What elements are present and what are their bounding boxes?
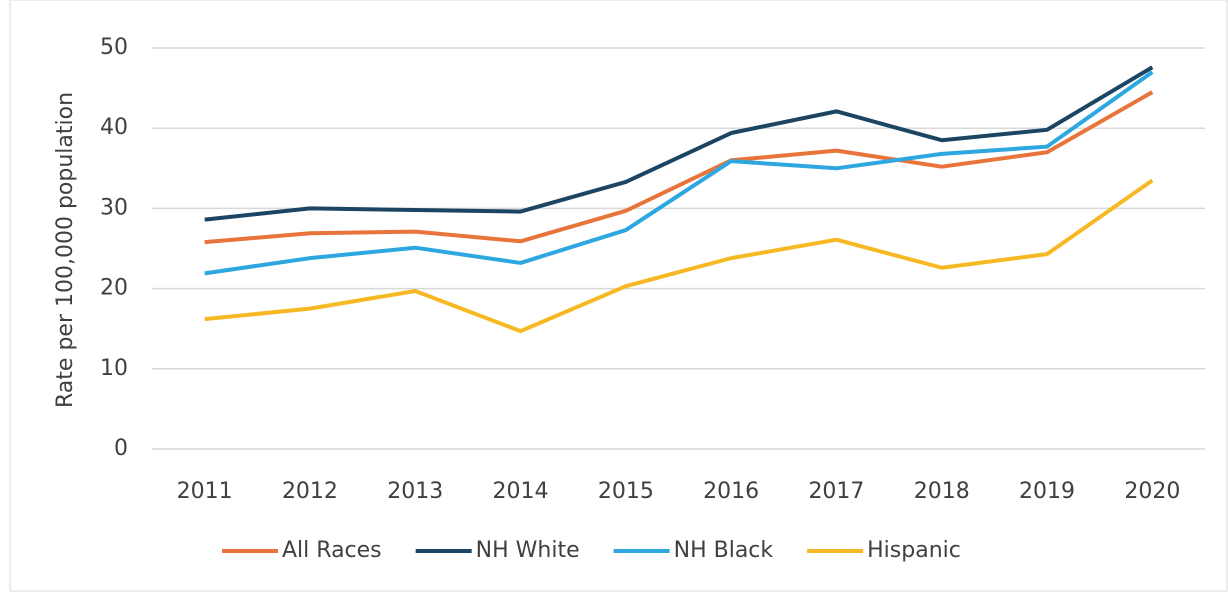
x-tick-label: 2016 <box>703 479 759 504</box>
y-axis-label: Rate per 100,000 population <box>53 92 78 408</box>
x-tick-label: 2019 <box>1019 479 1075 504</box>
x-tick-label: 2017 <box>808 479 864 504</box>
y-tick-label: 0 <box>114 436 128 461</box>
legend-label: Hispanic <box>867 538 961 563</box>
legend-label: All Races <box>282 538 382 563</box>
x-tick-label: 2013 <box>387 479 443 504</box>
series-line <box>204 178 1154 334</box>
x-tick-label: 2014 <box>493 479 549 504</box>
y-tick-label: 10 <box>100 356 128 381</box>
series-line <box>204 90 1154 245</box>
legend-label: NH White <box>476 538 580 563</box>
x-tick-label: 2011 <box>177 479 233 504</box>
x-tick-label: 2015 <box>598 479 654 504</box>
x-tick-label: 2012 <box>282 479 338 504</box>
y-tick-label: 30 <box>100 195 128 220</box>
legend-label: NH Black <box>674 538 774 563</box>
x-tick-label: 2018 <box>914 479 970 504</box>
y-tick-label: 50 <box>100 35 128 60</box>
series-line <box>204 65 1154 222</box>
series-line <box>204 70 1154 276</box>
chart-border <box>9 0 1228 592</box>
y-tick-label: 20 <box>100 276 128 301</box>
x-tick-label: 2020 <box>1124 479 1180 504</box>
y-tick-label: 40 <box>100 115 128 140</box>
